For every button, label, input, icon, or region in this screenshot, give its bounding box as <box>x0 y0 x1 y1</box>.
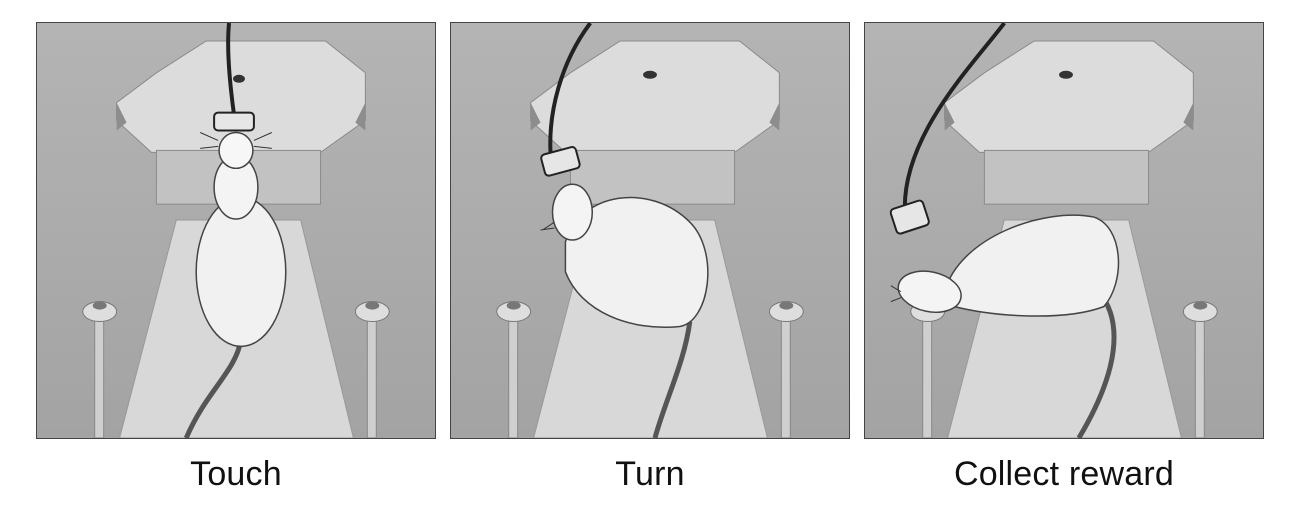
tether-cable <box>548 23 592 153</box>
caption-turn: Turn <box>615 455 685 493</box>
right-post <box>1182 301 1218 438</box>
panel-touch <box>36 22 436 439</box>
touchscreen-panel <box>530 40 780 153</box>
caption-touch: Touch <box>190 455 282 493</box>
screen-hole <box>643 70 657 79</box>
headstage <box>889 199 930 235</box>
left-post <box>496 301 532 438</box>
caption-collect-reward: Collect reward <box>953 455 1175 493</box>
collect-reward-illustration <box>865 23 1263 438</box>
touch-illustration <box>37 23 435 438</box>
left-post <box>82 301 118 438</box>
tether-cable <box>226 23 236 115</box>
headstage <box>540 146 581 177</box>
touchscreen-panel <box>944 40 1194 153</box>
turn-illustration <box>451 23 849 438</box>
rat <box>890 214 1120 438</box>
panel-collect-reward <box>864 22 1264 439</box>
screen-hole <box>1059 70 1073 79</box>
rat <box>183 131 287 438</box>
panel-turn <box>450 22 850 439</box>
screen-hole <box>233 74 245 83</box>
right-post <box>768 301 804 438</box>
tether-cable <box>902 23 1006 208</box>
headstage <box>213 111 255 132</box>
right-post <box>354 301 390 438</box>
rat <box>540 183 709 438</box>
